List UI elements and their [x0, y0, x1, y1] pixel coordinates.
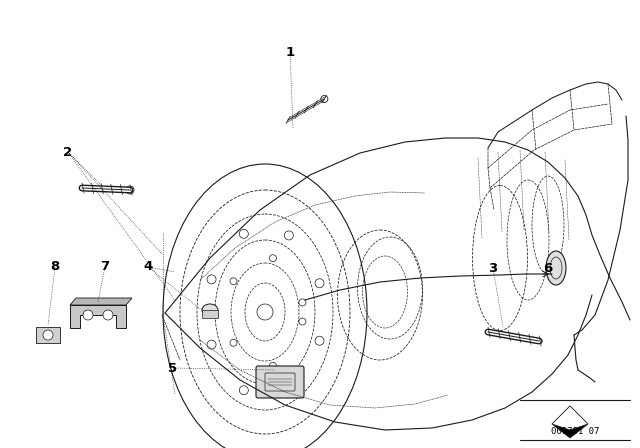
- Polygon shape: [70, 305, 126, 328]
- Circle shape: [103, 310, 113, 320]
- FancyBboxPatch shape: [256, 366, 304, 398]
- Circle shape: [43, 330, 53, 340]
- FancyBboxPatch shape: [202, 310, 218, 318]
- Polygon shape: [552, 406, 588, 438]
- Text: 001701 07: 001701 07: [551, 427, 599, 436]
- Polygon shape: [36, 327, 60, 343]
- Text: 6: 6: [543, 262, 552, 275]
- Circle shape: [83, 310, 93, 320]
- Circle shape: [126, 186, 134, 194]
- Text: 2: 2: [63, 146, 72, 159]
- Text: 7: 7: [100, 260, 109, 273]
- Polygon shape: [70, 298, 132, 305]
- Circle shape: [321, 95, 328, 103]
- Text: 1: 1: [285, 46, 294, 59]
- Polygon shape: [552, 406, 588, 430]
- Ellipse shape: [546, 251, 566, 285]
- Text: 3: 3: [488, 262, 498, 275]
- Text: 4: 4: [143, 260, 152, 273]
- Text: 5: 5: [168, 362, 177, 375]
- Ellipse shape: [202, 304, 218, 316]
- Text: 8: 8: [51, 260, 60, 273]
